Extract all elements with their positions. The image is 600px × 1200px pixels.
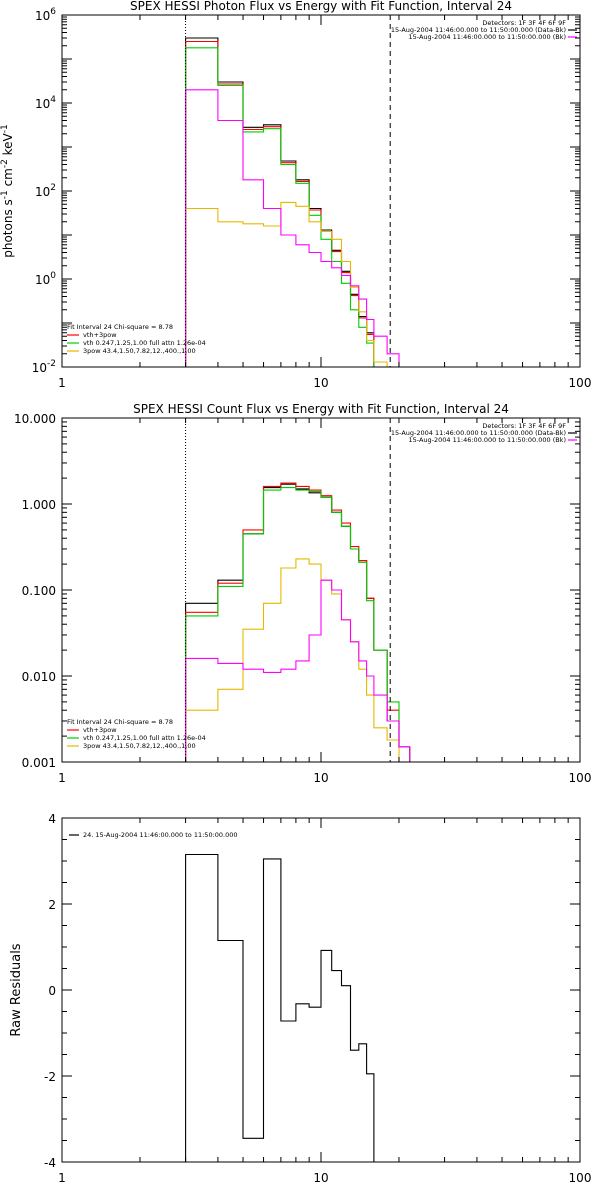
y-tick-label: 10.000	[14, 412, 56, 426]
series-3pow	[185, 201, 421, 367]
series-vth	[185, 487, 420, 762]
series-vth	[185, 47, 421, 367]
chart-title: SPEX HESSI Count Flux vs Energy with Fit…	[133, 402, 509, 416]
plot-area	[185, 482, 420, 762]
plot-frame	[61, 14, 581, 368]
series-residuals	[185, 853, 388, 1162]
fit-legend-text: 3pow 43.4,1.50,7.82,12.,400.,1.00	[83, 347, 196, 355]
x-tick-label: 100	[569, 1171, 592, 1185]
y-tick-label: 0	[48, 984, 56, 998]
info-line: Detectors: 1F 3F 4F 6F 9F	[482, 19, 566, 27]
plot-area	[185, 853, 388, 1162]
info-line: 15-Aug-2004 11:46:00.000 to 11:50:00.000…	[391, 429, 566, 437]
series-bk	[185, 89, 421, 367]
fit-legend-text: Fit Interval 24 Chi-square = 8.78	[67, 323, 173, 331]
y-tick-label: 0.100	[22, 584, 56, 598]
y-tick-label: 0.001	[22, 756, 56, 770]
x-tick-label: 100	[569, 771, 592, 785]
series-bk	[185, 579, 420, 762]
x-tick-label: 1	[58, 771, 66, 785]
x-tick-label: 10	[313, 1171, 328, 1185]
y-tick-label: -2	[44, 1070, 56, 1084]
x-tick-label: 1	[58, 376, 66, 390]
info-line: 15-Aug-2004 11:46:00.000 to 11:50:00.000…	[409, 33, 566, 41]
fit-legend-text: 3pow 43.4,1.50,7.82,12.,400.,1.00	[83, 742, 196, 750]
info-line: Detectors: 1F 3F 4F 6F 9F	[482, 422, 566, 430]
series-vth+3pow	[185, 482, 420, 762]
fit-legend-text: Fit Interval 24 Chi-square = 8.78	[67, 718, 173, 726]
x-tick-label: 1	[58, 1171, 66, 1185]
fit-legend-text: vth 0.247,1.25,1.00 full attn 1.26e-04	[83, 734, 206, 742]
legend-text: 24. 15-Aug-2004 11:46:00.000 to 11:50:00…	[83, 831, 238, 839]
chart-panel-3: 1 10 100 4 2 0 -2 -4 Raw Residuals 24. 15-Aug-200…	[9, 812, 591, 1185]
fit-legend-text: vth+3pow	[83, 726, 117, 734]
series-data	[185, 483, 420, 762]
x-tick-label: 10	[313, 376, 328, 390]
series-data	[185, 37, 421, 367]
x-tick-label: 100	[569, 376, 592, 390]
series-vth+3pow	[185, 40, 421, 367]
fit-legend-text: vth+3pow	[83, 331, 117, 339]
y-tick-label: 10-2	[32, 359, 56, 375]
y-tick-label: 106	[35, 7, 56, 23]
y-axis-label: Raw Residuals	[9, 943, 24, 1036]
y-axis-label: photons s-1 cm-2 keV-1	[0, 124, 15, 258]
info-line: 15-Aug-2004 11:46:00.000 to 11:50:00.000…	[409, 436, 566, 444]
x-tick-label: 10	[313, 771, 328, 785]
y-tick-label: 4	[48, 812, 56, 826]
fit-legend-text: vth 0.247,1.25,1.00 full attn 1.26e-04	[83, 339, 206, 347]
y-tick-label: 1.000	[22, 498, 56, 512]
chart-panel-1: SPEX HESSI Photon Flux vs Energy with Fi…	[0, 0, 591, 390]
y-tick-label: 104	[35, 95, 56, 111]
y-tick-label: 0.010	[22, 670, 56, 684]
y-tick-label: 100	[35, 271, 56, 287]
y-tick-label: 102	[35, 183, 56, 199]
y-tick-label: -4	[44, 1156, 56, 1170]
info-line: 15-Aug-2004 11:46:00.000 to 11:50:00.000…	[391, 26, 566, 34]
plot-area	[185, 37, 421, 367]
y-tick-label: 2	[48, 898, 56, 912]
chart-panel-2: SPEX HESSI Count Flux vs Energy with Fit…	[14, 402, 591, 785]
chart-title: SPEX HESSI Photon Flux vs Energy with Fi…	[130, 0, 512, 13]
